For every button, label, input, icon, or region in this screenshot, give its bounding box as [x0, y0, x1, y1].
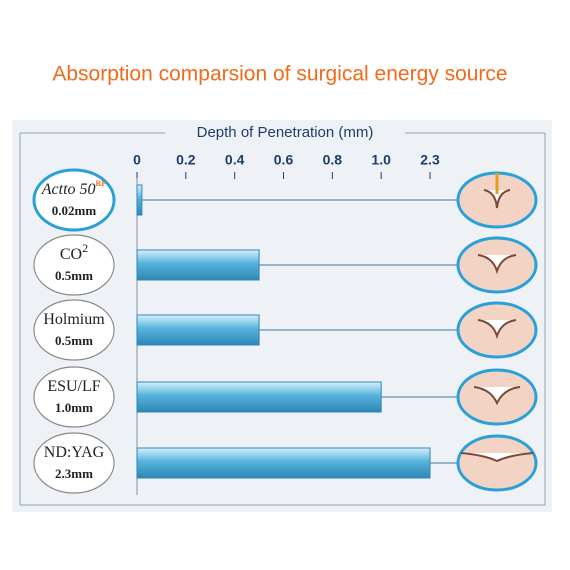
category-name: Holmium [43, 311, 105, 328]
x-tick-label: 0.8 [323, 152, 343, 168]
x-axis-label: Depth of Penetration (mm) [197, 124, 374, 141]
category-superscript: 2 [82, 241, 88, 255]
tissue-crater [473, 386, 521, 406]
x-tick-label: 1.0 [371, 152, 391, 168]
bar [136, 314, 260, 346]
category-superscript: RF [96, 179, 107, 188]
bar [136, 447, 431, 479]
category-badge [33, 432, 115, 494]
bar [136, 249, 260, 281]
category-label: ND:YAG [44, 444, 105, 461]
category-label: ESU/LF [47, 378, 100, 395]
chart-title: Absorption comparsion of surgical energy… [52, 63, 507, 86]
value-label: 1.0mm [55, 400, 93, 415]
category-name: ESU/LF [47, 378, 100, 395]
category-badge [32, 168, 116, 232]
category-name: CO [60, 246, 82, 263]
value-label: 0.5mm [55, 333, 93, 348]
value-label: 0.5mm [55, 268, 93, 283]
category-label: Holmium [43, 311, 105, 328]
tissue-crater [477, 319, 517, 340]
category-badge [33, 234, 115, 296]
category-name: ND:YAG [44, 444, 105, 461]
category-label: CO2 [60, 241, 88, 263]
bar [136, 381, 382, 413]
x-tick-label: 0.4 [225, 152, 245, 168]
category-label: Actto 50RF [41, 179, 107, 198]
value-label: 2.3mm [55, 466, 93, 481]
tissue-crater [460, 452, 534, 463]
value-label: 0.02mm [52, 203, 97, 218]
category-name: Actto 50 [41, 181, 96, 198]
bar [136, 184, 143, 216]
tissue-crater [477, 254, 517, 275]
x-tick-label: 0.2 [176, 152, 196, 168]
tissue-crater [483, 189, 511, 209]
category-badge [33, 299, 115, 361]
category-badge [33, 366, 115, 428]
tissue-icon [456, 434, 538, 492]
x-tick-label: 0 [133, 152, 141, 168]
x-tick-label: 0.6 [274, 152, 294, 168]
panel-frame [19, 132, 546, 506]
x-tick-label: 2.3 [420, 152, 440, 168]
